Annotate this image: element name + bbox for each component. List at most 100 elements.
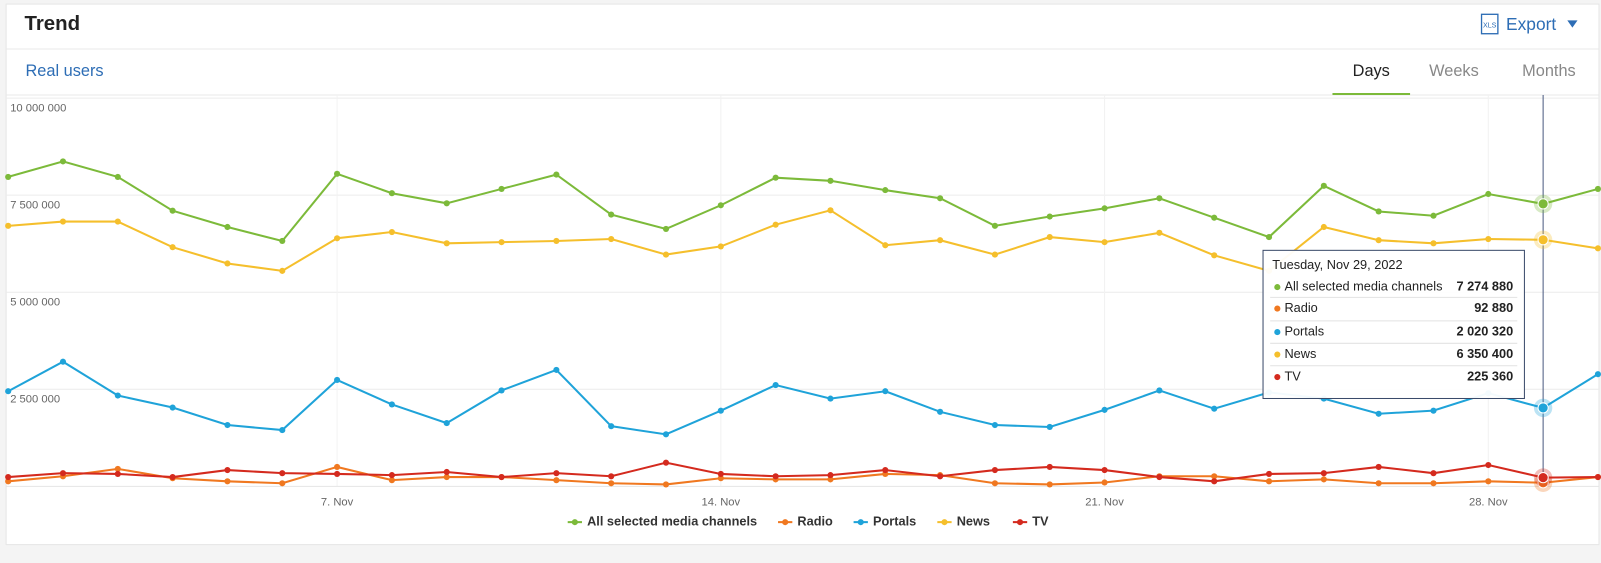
legend-dot <box>782 519 789 526</box>
point <box>1430 480 1437 487</box>
point <box>772 221 779 228</box>
point <box>59 158 67 165</box>
point <box>224 421 231 429</box>
point <box>443 200 450 207</box>
point <box>443 240 450 247</box>
point <box>717 470 724 478</box>
point <box>991 466 998 474</box>
point <box>443 473 450 481</box>
export-button[interactable]: XLS Export <box>1480 13 1578 35</box>
legend-dot <box>857 519 864 526</box>
point <box>1101 239 1108 246</box>
point <box>991 421 998 429</box>
point <box>1265 470 1273 478</box>
tooltip-value: 225 360 <box>1467 368 1513 383</box>
tooltip-value: 6 350 400 <box>1456 346 1513 361</box>
tooltip-box <box>1262 249 1525 400</box>
point <box>608 480 615 487</box>
point <box>662 459 670 466</box>
point <box>224 223 231 231</box>
point <box>1537 471 1549 484</box>
series-line <box>8 465 1599 486</box>
point <box>388 477 395 484</box>
tooltip-name: TV <box>1284 368 1301 383</box>
point <box>224 260 231 267</box>
point <box>334 376 341 384</box>
legend-dot <box>1016 519 1024 526</box>
point <box>5 222 12 229</box>
x-tick-label: 21. Nov <box>1085 497 1124 509</box>
point <box>1101 479 1108 486</box>
series-line <box>8 209 1599 272</box>
legend-item[interactable]: All selected media channels <box>567 514 757 529</box>
point <box>991 480 998 487</box>
point <box>1430 470 1437 477</box>
point <box>1156 229 1163 236</box>
point <box>334 470 341 478</box>
tooltip-dot <box>1274 351 1281 358</box>
series-line <box>8 461 1598 483</box>
point <box>498 185 505 193</box>
point <box>5 473 12 481</box>
point <box>1265 478 1273 485</box>
point <box>169 244 176 251</box>
point <box>991 251 998 258</box>
point <box>937 408 944 415</box>
point <box>279 427 286 434</box>
tooltip-title: Tuesday, Nov 29, 2022 <box>1272 257 1402 272</box>
point <box>553 366 560 373</box>
tab[interactable]: Months <box>1522 62 1576 80</box>
tooltip-value: 7 274 880 <box>1456 278 1513 293</box>
point <box>1320 223 1327 231</box>
tooltip-dot <box>1274 284 1281 291</box>
point <box>827 395 834 402</box>
point <box>1485 235 1492 243</box>
series-line <box>7 160 1599 243</box>
point <box>553 171 560 178</box>
plot: 2 500 000 5 000 000 7 500 000 10 000 000 7. … <box>5 95 1601 529</box>
tooltip-dot <box>1274 329 1281 336</box>
tab[interactable]: Days <box>1353 62 1390 80</box>
point <box>1537 198 1549 210</box>
point <box>553 477 560 484</box>
point <box>224 478 231 485</box>
point <box>662 481 670 488</box>
point <box>608 235 615 243</box>
point <box>1156 387 1163 394</box>
y-tick-label: 2 500 000 <box>10 393 60 405</box>
point <box>498 239 505 246</box>
tooltip-name: Radio <box>1284 300 1317 315</box>
point <box>1046 481 1053 488</box>
point <box>1537 234 1549 246</box>
point <box>1156 195 1163 202</box>
point <box>1375 237 1382 244</box>
point <box>1430 212 1437 219</box>
point <box>443 468 450 476</box>
point <box>5 478 12 485</box>
metric-link[interactable]: Real users <box>26 62 104 80</box>
point <box>662 225 670 233</box>
legend-item[interactable]: Radio <box>778 514 833 529</box>
point <box>662 251 670 258</box>
legend-label: Portals <box>873 514 916 529</box>
legend-item[interactable]: TV <box>1012 514 1049 529</box>
point <box>1156 473 1163 481</box>
point <box>1375 463 1382 471</box>
legend-item[interactable]: News <box>937 514 990 529</box>
export-label[interactable]: Export <box>1506 14 1556 34</box>
legend-dot <box>571 519 578 526</box>
point <box>553 237 560 245</box>
point <box>1211 214 1218 221</box>
point <box>443 420 450 427</box>
point <box>1211 478 1218 485</box>
point <box>991 222 998 229</box>
legend-dot <box>941 519 948 526</box>
tooltip-value: 2 020 320 <box>1456 323 1513 338</box>
x-tick-label: 28. Nov <box>1469 497 1508 509</box>
legend-item[interactable]: Portals <box>853 514 917 529</box>
point <box>1046 234 1053 241</box>
point <box>772 473 779 480</box>
point <box>717 475 724 482</box>
tab[interactable]: Weeks <box>1429 62 1479 80</box>
